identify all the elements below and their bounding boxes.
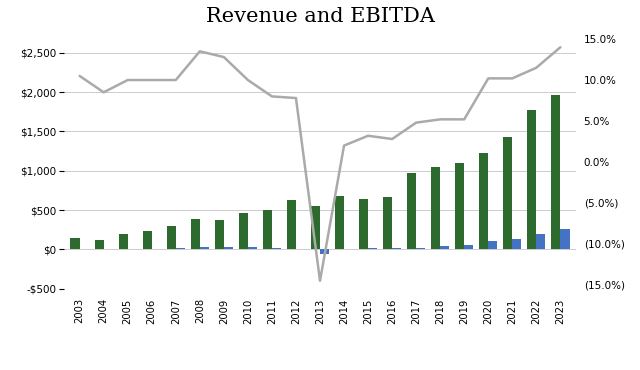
Bar xyxy=(464,245,474,249)
Bar xyxy=(191,219,200,249)
Bar xyxy=(455,162,464,249)
Bar xyxy=(479,153,488,249)
Bar xyxy=(431,167,440,249)
Bar xyxy=(143,231,152,249)
Bar xyxy=(239,213,248,249)
Bar xyxy=(224,247,233,249)
Bar xyxy=(311,206,320,249)
Bar xyxy=(287,200,296,249)
Bar xyxy=(214,220,224,249)
Title: Revenue and EBITDA: Revenue and EBITDA xyxy=(205,7,435,26)
Bar xyxy=(440,246,449,249)
Bar xyxy=(70,238,79,249)
Bar xyxy=(335,196,344,249)
Bar xyxy=(272,248,281,249)
Bar xyxy=(166,226,176,249)
Bar xyxy=(527,110,536,249)
Bar xyxy=(512,239,522,249)
Bar xyxy=(320,249,329,254)
Bar xyxy=(176,248,185,249)
Bar xyxy=(536,234,545,249)
Bar xyxy=(95,239,104,249)
Bar xyxy=(118,233,128,249)
Bar xyxy=(551,95,561,249)
Bar xyxy=(392,248,401,249)
Bar xyxy=(359,199,368,249)
Bar xyxy=(368,248,377,249)
Bar xyxy=(561,229,570,249)
Bar xyxy=(248,247,257,249)
Bar xyxy=(200,247,209,249)
Bar xyxy=(263,210,272,249)
Bar xyxy=(488,241,497,249)
Bar xyxy=(383,197,392,249)
Bar xyxy=(416,248,426,249)
Bar xyxy=(503,137,512,249)
Bar xyxy=(407,173,416,249)
